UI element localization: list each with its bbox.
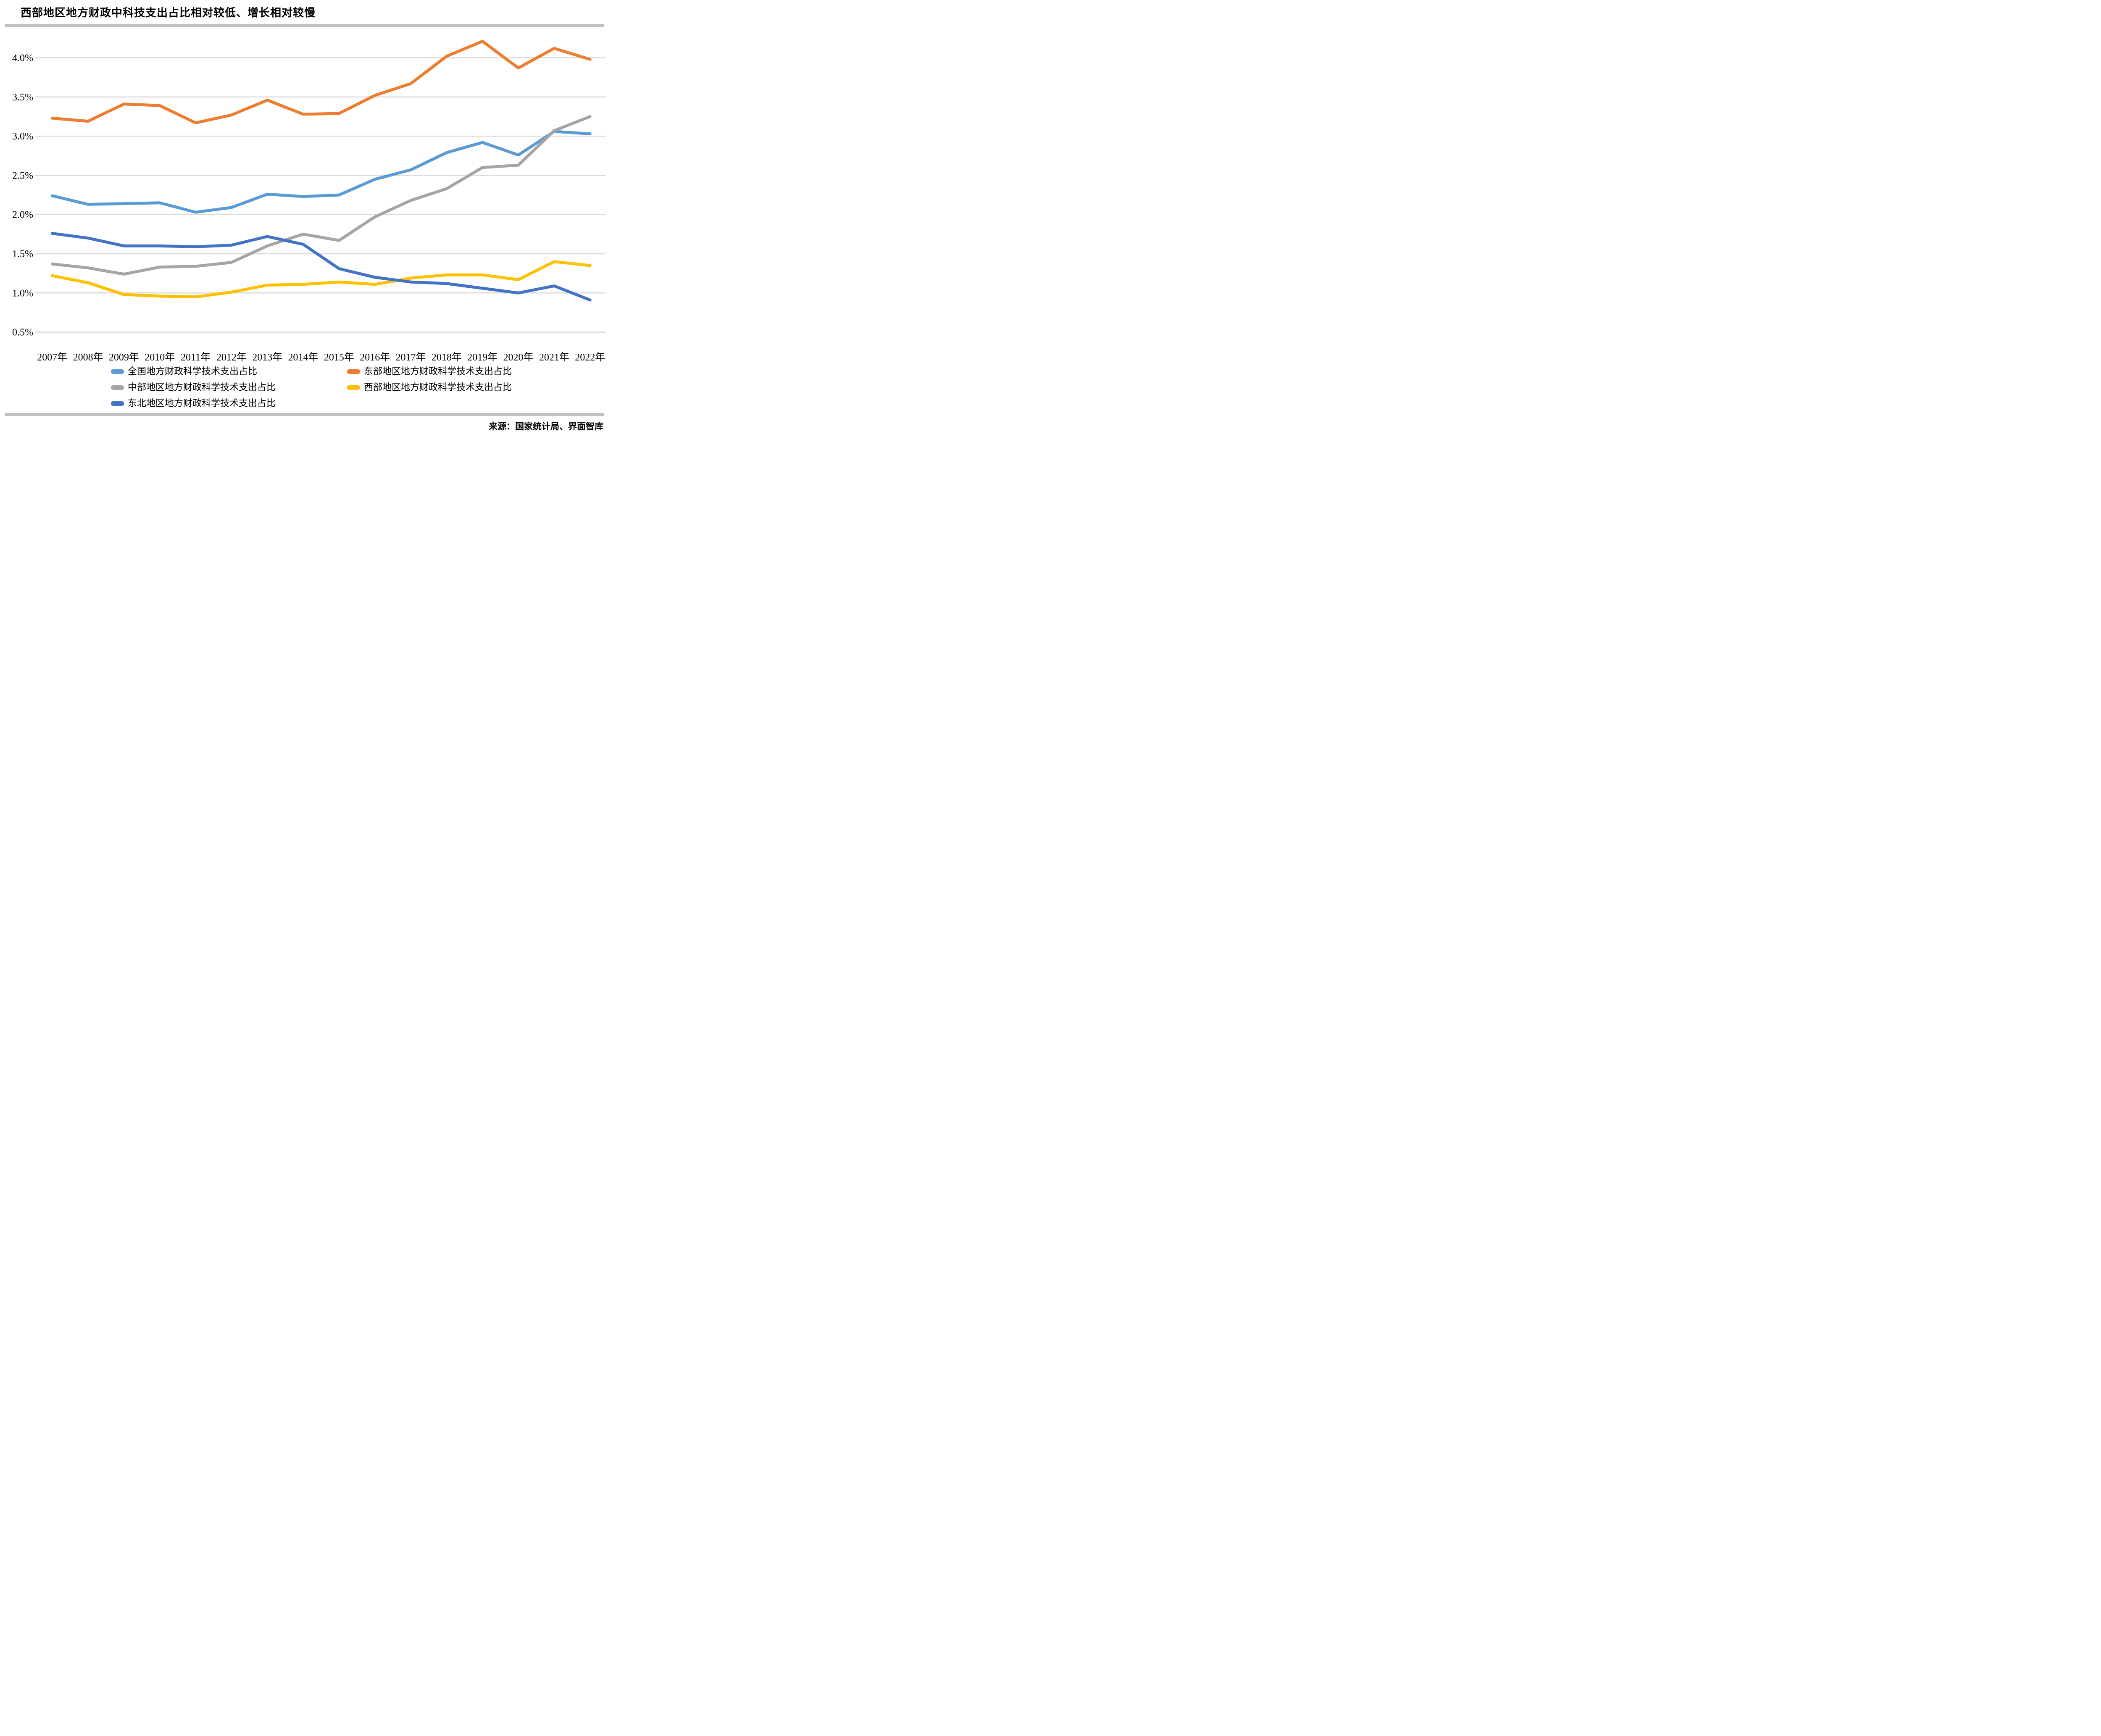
title-divider-bar — [5, 24, 604, 27]
x-tick-label: 2020年 — [503, 352, 534, 363]
y-tick-label: 2.0% — [12, 210, 33, 221]
legend-swatch-west — [347, 385, 360, 390]
legend-item-west: 西部地区地方财政科学技术支出占比 — [347, 382, 512, 392]
y-tick-label: 3.0% — [12, 131, 33, 142]
x-tick-label: 2008年 — [73, 352, 103, 363]
y-tick-label: 0.5% — [12, 327, 33, 338]
x-tick-label: 2009年 — [109, 352, 139, 363]
x-tick-label: 2010年 — [145, 352, 175, 363]
y-tick-label: 1.5% — [12, 249, 33, 260]
page-title: 西部地区地方财政中科技支出占比相对较低、增长相对较慢 — [21, 7, 316, 19]
x-tick-label: 2021年 — [539, 352, 569, 363]
legend-item-east: 东部地区地方财政科学技术支出占比 — [347, 366, 512, 376]
chart-legend: 全国地方财政科学技术支出占比 东部地区地方财政科学技术支出占比中部地区地方财政科学… — [111, 366, 512, 408]
legend-label-northeast: 东北地区地方财政科学技术支出占比 — [128, 398, 276, 408]
series-line-east — [50, 39, 592, 124]
legend-swatch-northeast — [111, 401, 124, 406]
x-tick-label: 2019年 — [467, 352, 498, 363]
legend-item-central: 中部地区地方财政科学技术支出占比 — [111, 382, 347, 392]
series-line-national — [50, 130, 592, 214]
series-line-central — [50, 115, 592, 276]
y-tick-label: 3.5% — [12, 92, 33, 103]
series-line-northeast — [50, 232, 592, 302]
x-tick-label: 2015年 — [324, 352, 354, 363]
x-tick-label: 2014年 — [288, 352, 319, 363]
legend-swatch-national — [111, 369, 124, 374]
series-line-west — [50, 260, 592, 299]
legend-label-national: 全国地方财政科学技术支出占比 — [128, 366, 258, 376]
x-tick-label: 2017年 — [396, 352, 426, 363]
x-tick-label: 2018年 — [432, 352, 462, 363]
y-tick-label: 2.5% — [12, 170, 33, 181]
legend-label-central: 中部地区地方财政科学技术支出占比 — [128, 382, 276, 392]
legend-label-east: 东部地区地方财政科学技术支出占比 — [364, 366, 512, 376]
x-tick-label: 2007年 — [37, 352, 67, 363]
x-tick-label: 2016年 — [360, 352, 390, 363]
y-tick-label: 1.0% — [12, 288, 33, 299]
line-chart: 0.5% 1.0% 1.5% 2.0% 2.5% 3.0% 3.5% 4.0% 2007年 200… — [12, 39, 606, 363]
legend-swatch-east — [347, 369, 360, 374]
y-tick-label: 4.0% — [12, 53, 33, 64]
x-tick-label: 2013年 — [252, 352, 282, 363]
footer-divider-bar — [5, 413, 604, 416]
legend-swatch-central — [111, 385, 124, 390]
x-tick-label: 2012年 — [216, 352, 247, 363]
source-note: 来源：国家统计局、界面智库 — [489, 421, 603, 431]
legend-label-west: 西部地区地方财政科学技术支出占比 — [364, 382, 512, 392]
x-tick-label: 2011年 — [181, 352, 211, 363]
legend-item-northeast: 东北地区地方财政科学技术支出占比 — [111, 398, 347, 408]
x-tick-label: 2022年 — [575, 352, 605, 363]
legend-item-national: 全国地方财政科学技术支出占比 — [111, 366, 347, 376]
